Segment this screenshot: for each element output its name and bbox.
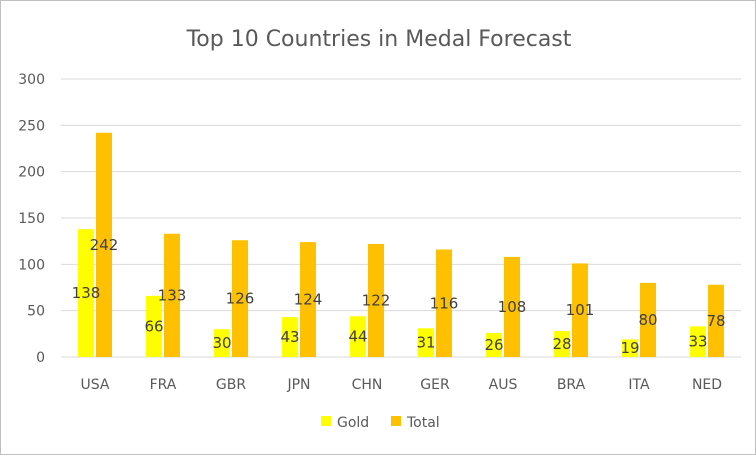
total-legend-swatch <box>391 416 401 426</box>
gold-bar <box>554 331 570 357</box>
y-tick-label: 250 <box>18 118 45 134</box>
total-bar <box>504 256 520 357</box>
gold-value-label: 26 <box>484 336 503 354</box>
gold-legend-swatch <box>321 416 331 426</box>
y-tick-label: 150 <box>18 211 45 227</box>
x-axis: USA FRA GBR JPN CHN GER AUS BRA ITA NED <box>81 377 723 393</box>
gold-value-label: 28 <box>552 335 571 353</box>
gold-bar <box>282 317 298 357</box>
gold-bar <box>622 339 638 357</box>
total-value-label: 101 <box>566 301 595 319</box>
total-bar <box>300 242 316 357</box>
total-bar <box>368 243 384 357</box>
x-tick-label: GER <box>420 377 450 393</box>
x-tick-label: GBR <box>216 377 246 393</box>
x-tick-label: FRA <box>150 377 177 393</box>
gold-bar <box>350 316 366 357</box>
total-bar <box>436 249 452 357</box>
gold-bar <box>146 295 162 357</box>
total-bar <box>232 240 248 357</box>
y-tick-label: 50 <box>27 304 45 320</box>
x-tick-label: AUS <box>489 377 518 393</box>
total-value-label: 122 <box>362 291 391 309</box>
y-tick-label: 100 <box>18 257 45 273</box>
gold-legend-label: Gold <box>337 415 369 431</box>
total-bar <box>640 282 656 357</box>
x-tick-label: ITA <box>628 377 650 393</box>
bars <box>78 132 724 357</box>
data-labels: 138 242 66 133 30 126 43 124 44 122 31 116 26 108 28 10… <box>72 236 726 357</box>
total-bar <box>708 284 724 357</box>
total-bar <box>164 233 180 357</box>
total-legend-label: Total <box>406 415 440 431</box>
gold-value-label: 30 <box>212 334 231 352</box>
total-value-label: 242 <box>90 236 119 254</box>
gold-value-label: 19 <box>620 339 639 357</box>
x-tick-label: NED <box>692 377 722 393</box>
y-tick-label: 0 <box>36 350 45 366</box>
y-axis: 0 50 100 150 200 250 300 <box>18 72 45 366</box>
total-value-label: 126 <box>226 290 255 308</box>
total-value-label: 80 <box>638 311 657 329</box>
y-tick-label: 300 <box>18 72 45 88</box>
total-value-label: 78 <box>706 312 725 330</box>
total-value-label: 116 <box>430 294 459 312</box>
gold-value-label: 31 <box>416 334 435 352</box>
legend: Gold Total <box>321 415 440 431</box>
gold-bar <box>690 326 706 357</box>
total-bar <box>572 263 588 357</box>
x-tick-label: JPN <box>286 377 310 393</box>
total-value-label: 124 <box>294 291 323 309</box>
y-tick-label: 200 <box>18 165 45 181</box>
chart-title: Top 10 Countries in Medal Forecast <box>186 27 572 52</box>
gold-bar <box>486 332 502 357</box>
gold-bar <box>214 329 230 357</box>
total-value-label: 108 <box>498 298 527 316</box>
x-tick-label: CHN <box>352 377 383 393</box>
gold-value-label: 33 <box>688 333 707 351</box>
gold-bar <box>418 328 434 357</box>
gold-value-label: 138 <box>72 284 101 302</box>
gold-value-label: 44 <box>348 328 367 346</box>
gold-bar <box>78 229 94 357</box>
gold-value-label: 66 <box>144 317 163 335</box>
x-tick-label: BRA <box>557 377 586 393</box>
gold-value-label: 43 <box>280 328 299 346</box>
total-bar <box>96 132 112 357</box>
x-tick-label: USA <box>81 377 110 393</box>
total-value-label: 133 <box>158 286 187 304</box>
